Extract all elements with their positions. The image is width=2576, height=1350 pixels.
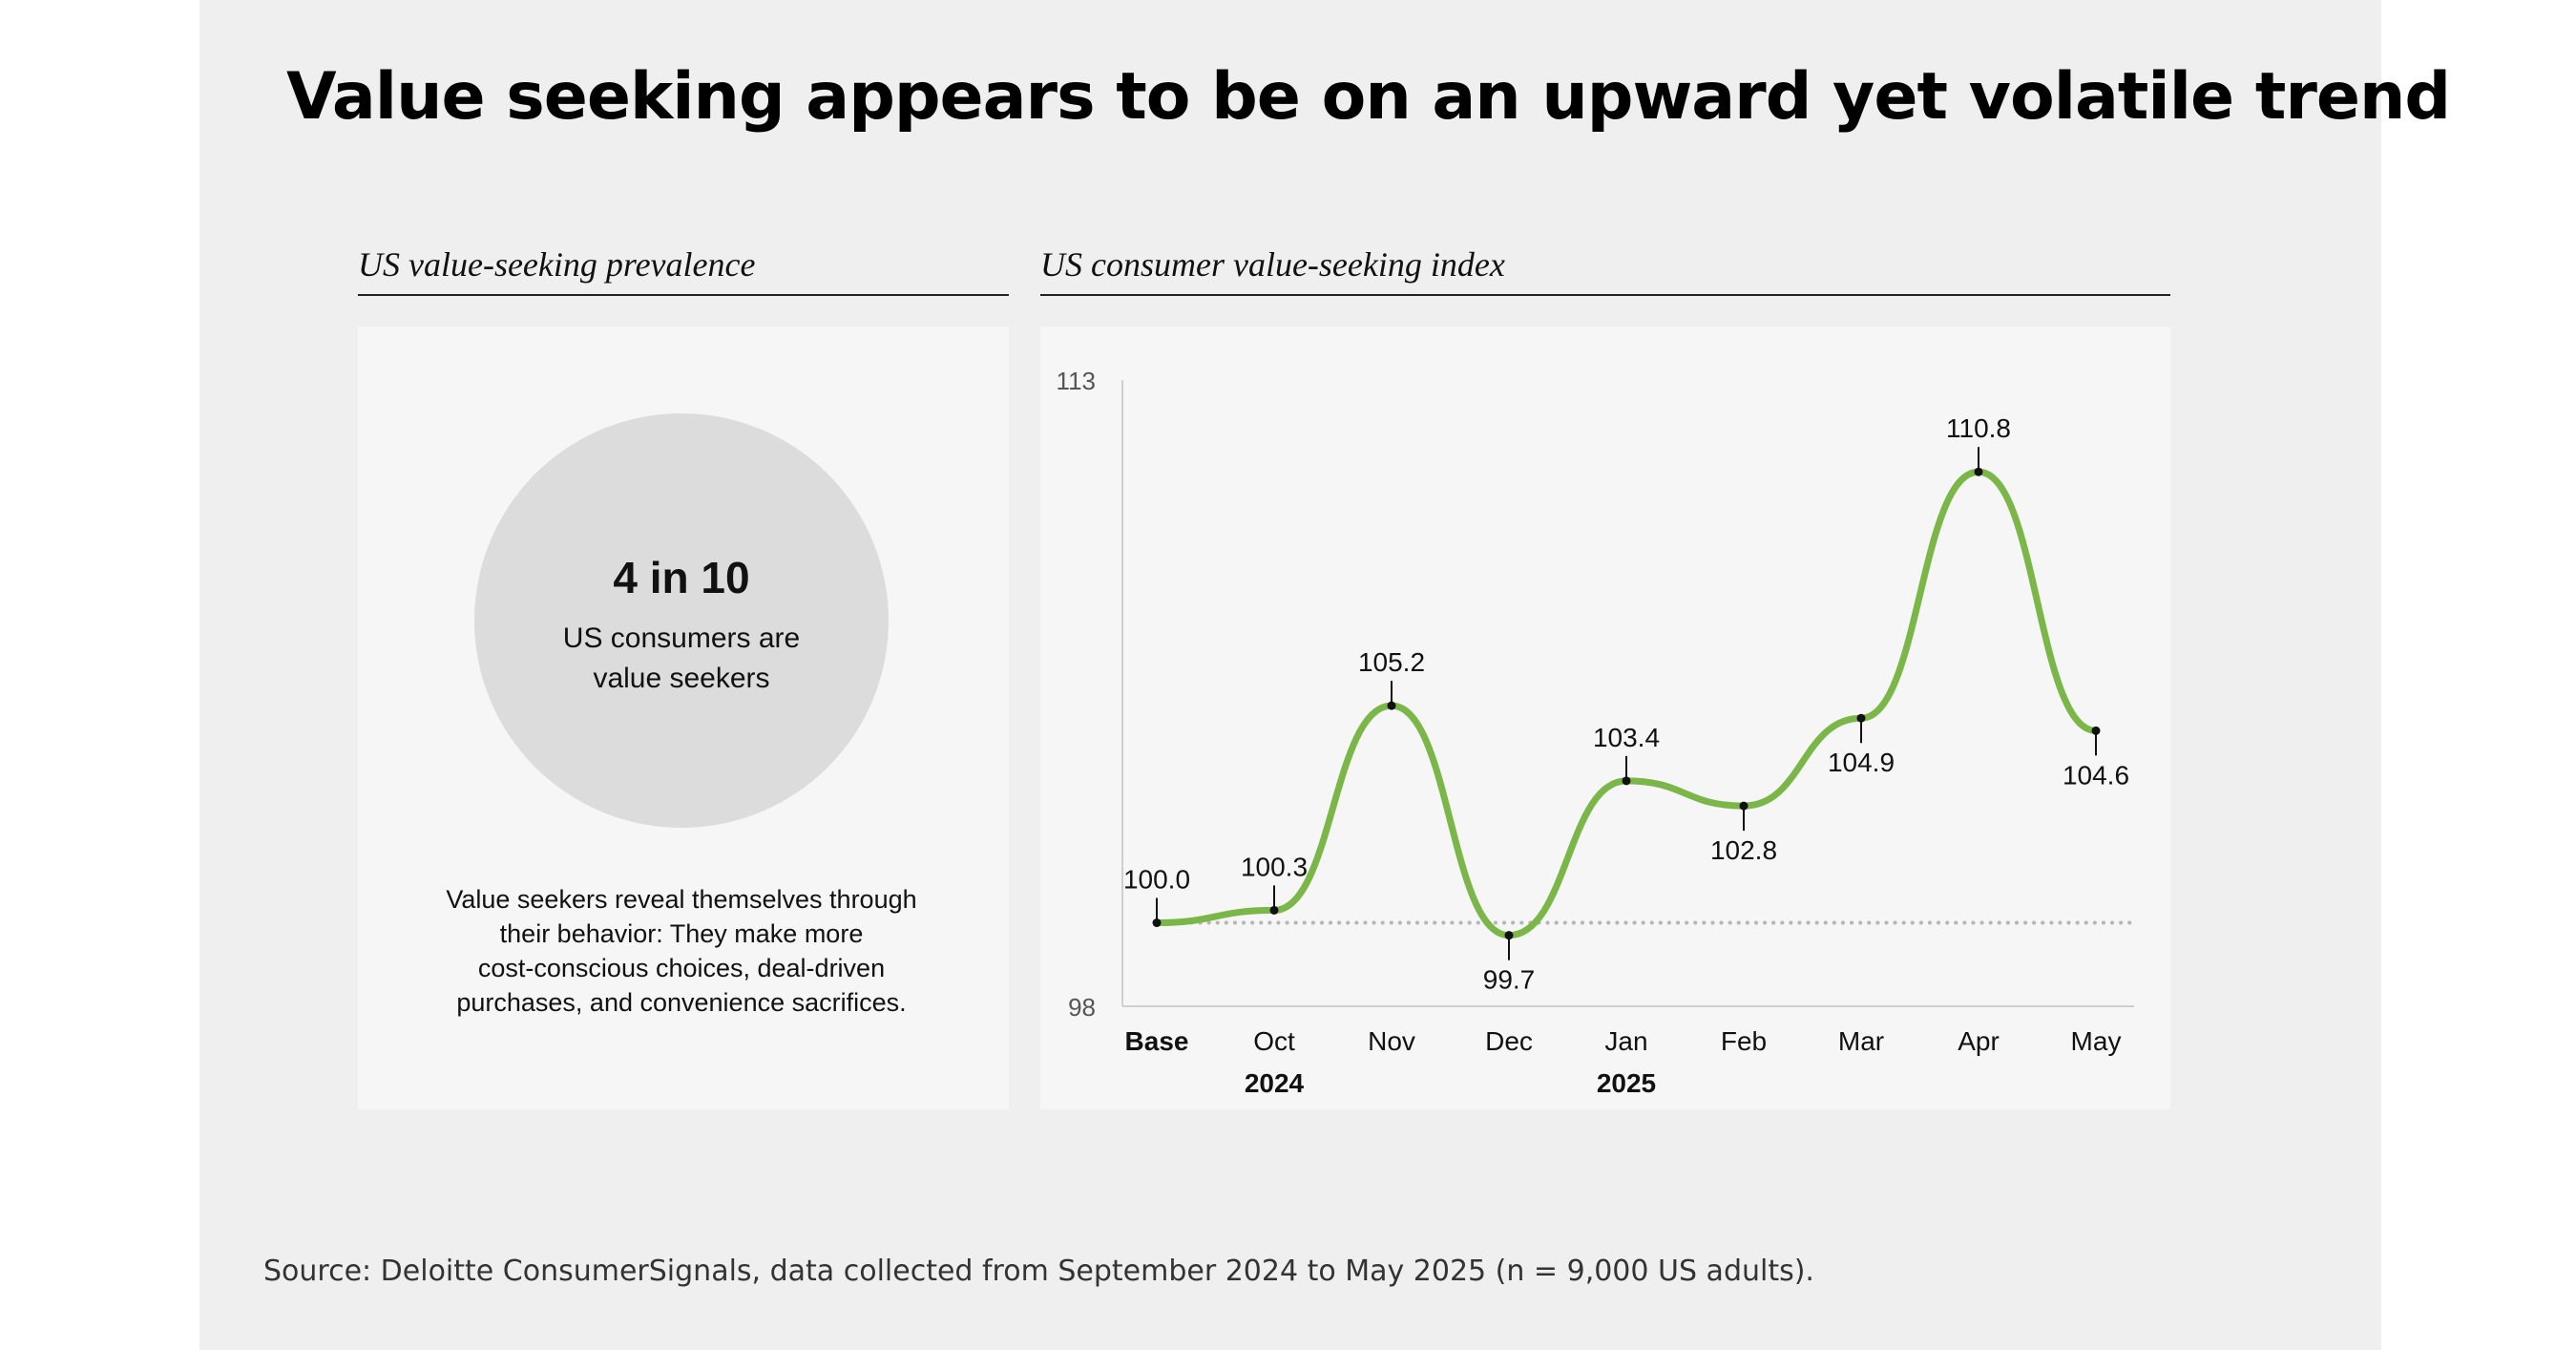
page-title: Value seeking appears to be on an upward… <box>286 59 2451 135</box>
x-tick-label: Feb <box>1721 1026 1767 1056</box>
x-tick-label: Dec <box>1485 1026 1533 1056</box>
data-label: 100.0 <box>1123 865 1190 895</box>
data-label: 99.7 <box>1483 965 1536 995</box>
index-heading-rule <box>1040 294 2170 296</box>
data-point <box>1739 801 1749 811</box>
x-tick-label: Jan <box>1604 1026 1647 1056</box>
y-tick-label: 113 <box>1057 367 1096 395</box>
data-point <box>1856 713 1866 723</box>
index-panel <box>1040 327 2170 1109</box>
prevalence-description: Value seekers reveal themselves through … <box>357 882 1006 1020</box>
data-point <box>1387 701 1396 710</box>
description-line: their behavior: They make more <box>499 919 864 948</box>
stat-caption-line: US consumers are <box>562 622 801 654</box>
data-label: 100.3 <box>1241 852 1308 881</box>
data-label: 102.8 <box>1710 835 1777 865</box>
prevalence-stat-caption: US consumers are value seekers <box>474 619 889 699</box>
prevalence-heading-rule <box>358 294 1009 296</box>
x-tick-label: May <box>2071 1026 2122 1056</box>
prevalence-heading: US value-seeking prevalence <box>358 245 756 284</box>
description-line: cost-conscious choices, deal-driven <box>477 954 886 982</box>
source-note: Source: Deloitte ConsumerSignals, data c… <box>263 1255 1814 1288</box>
x-tick-label: Mar <box>1838 1026 1884 1056</box>
x-tick-label: Nov <box>1368 1026 1415 1056</box>
description-line: purchases, and convenience sacrifices. <box>456 988 907 1017</box>
data-point <box>2091 726 2101 735</box>
index-heading: US consumer value-seeking index <box>1040 245 1505 284</box>
data-point <box>1504 931 1514 940</box>
x-tick-label: Base <box>1125 1026 1189 1056</box>
data-label: 104.9 <box>1828 748 1895 777</box>
data-point <box>1269 905 1279 915</box>
data-point <box>1622 776 1631 786</box>
prevalence-circle <box>474 413 889 828</box>
y-tick-label: 98 <box>1068 993 1096 1022</box>
data-label: 110.8 <box>1946 413 2011 443</box>
data-label: 105.2 <box>1358 647 1425 677</box>
data-point <box>1152 918 1162 928</box>
prevalence-stat: 4 in 10 <box>613 553 750 602</box>
description-line: Value seekers reveal themselves through <box>446 885 917 914</box>
x-year-label: 2024 <box>1245 1068 1305 1098</box>
stat-caption-line: value seekers <box>593 663 770 694</box>
x-year-label: 2025 <box>1597 1068 1656 1098</box>
data-point <box>1974 467 1983 476</box>
data-label: 103.4 <box>1593 723 1660 752</box>
x-tick-label: Apr <box>1958 1026 2000 1056</box>
data-label: 104.6 <box>2063 760 2129 790</box>
x-tick-label: Oct <box>1253 1026 1295 1056</box>
